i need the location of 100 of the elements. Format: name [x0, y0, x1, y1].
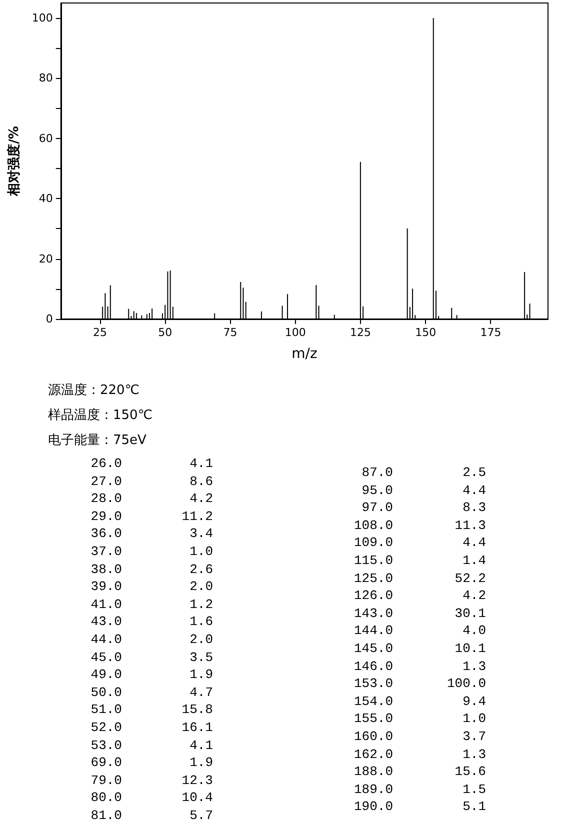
text: 11.2 [182, 508, 213, 525]
text: 80.0 [90, 790, 122, 806]
x-tick-label: 75 [223, 326, 238, 339]
text: 36.0 [90, 526, 122, 542]
text: 115.0 [354, 553, 393, 569]
text: 电子能量：75eV [48, 433, 147, 448]
text: 30.1 [454, 606, 486, 622]
text: 41.0 [90, 596, 122, 613]
text: 1.5 [462, 782, 486, 798]
text: 109.0 [354, 535, 393, 552]
text: 38.0 [90, 562, 122, 578]
y-tick-label: 0 [46, 312, 53, 326]
text: 9.4 [462, 694, 486, 710]
text: 4.2 [462, 588, 486, 604]
text: 108.0 [354, 518, 393, 534]
text: 4.4 [462, 482, 486, 499]
text: 1.4 [462, 553, 486, 569]
text: 15.8 [182, 702, 213, 718]
text: 51.0 [90, 702, 122, 718]
text: 153.0 [354, 676, 393, 692]
text: 12.3 [182, 772, 213, 789]
text: 4.1 [190, 456, 213, 472]
text: 1.0 [190, 544, 213, 560]
text: 143.0 [354, 606, 393, 622]
text: 10.1 [454, 641, 486, 657]
text: 50.0 [90, 684, 122, 701]
text: 188.0 [354, 764, 393, 780]
text: 1.3 [462, 658, 486, 675]
text: 3.5 [190, 650, 213, 666]
text: 27.0 [90, 474, 122, 490]
text: 4.0 [462, 623, 486, 640]
y-axis-title: 相对强度/% [6, 126, 22, 197]
x-tick-label: 25 [92, 326, 107, 339]
x-tick-label: 125 [350, 326, 371, 339]
text: 1.6 [190, 614, 213, 630]
y-tick-label: 60 [38, 132, 53, 145]
text: 52.0 [90, 720, 122, 736]
text: 155.0 [354, 711, 393, 728]
text: 44.0 [90, 632, 122, 648]
text: 4.7 [190, 684, 213, 701]
text: 81.0 [90, 808, 122, 824]
text: 3.4 [190, 526, 213, 542]
text: 29.0 [90, 508, 122, 525]
text: 16.1 [182, 720, 213, 736]
x-tick-label: 175 [480, 326, 502, 339]
y-tick-label: 100 [32, 12, 53, 25]
text: 4.4 [462, 535, 486, 552]
text: 53.0 [90, 738, 122, 754]
text: 100.0 [446, 676, 486, 692]
text: 样品温度：150℃ [48, 407, 152, 423]
text: 2.6 [190, 562, 213, 578]
text: 190.0 [354, 799, 393, 816]
text: 11.3 [454, 518, 486, 534]
text: 39.0 [90, 579, 122, 596]
text: 144.0 [354, 623, 393, 640]
text: 145.0 [354, 641, 393, 657]
text: 154.0 [354, 694, 393, 710]
text: 4.1 [190, 738, 213, 754]
text: 10.4 [182, 790, 213, 806]
text: 5.7 [190, 808, 213, 824]
text: 162.0 [354, 746, 393, 763]
text: 1.3 [462, 746, 486, 763]
text: 52.2 [454, 570, 486, 587]
text: 1.9 [190, 755, 213, 772]
text: 160.0 [354, 729, 393, 745]
y-tick-label: 20 [38, 252, 53, 266]
text: 189.0 [354, 782, 393, 798]
text: 2.0 [190, 632, 213, 648]
y-tick-label: 40 [38, 192, 53, 206]
text: 8.6 [190, 474, 213, 490]
text: 2.5 [462, 465, 486, 481]
x-tick-label: 50 [158, 326, 172, 339]
text: 1.2 [190, 596, 213, 613]
text: 3.7 [462, 729, 486, 745]
x-tick-label: 100 [284, 326, 306, 339]
text: 5.1 [462, 799, 486, 816]
text: 37.0 [90, 544, 122, 560]
x-tick-label: 150 [415, 326, 436, 339]
text: 源温度：220℃ [48, 382, 140, 398]
text: 126.0 [354, 588, 393, 604]
text: 79.0 [90, 772, 122, 789]
text: 97.0 [362, 500, 393, 516]
text: 95.0 [362, 482, 393, 499]
text: 28.0 [90, 491, 122, 508]
text: 2.0 [190, 579, 213, 596]
text: 146.0 [354, 658, 393, 675]
text: 4.2 [190, 491, 213, 508]
text: 1.9 [190, 667, 213, 684]
text: 26.0 [90, 456, 122, 472]
text: 49.0 [90, 667, 122, 684]
text: 1.0 [462, 711, 486, 728]
y-tick-label: 80 [38, 72, 53, 85]
text: 8.3 [462, 500, 486, 516]
text: 87.0 [362, 465, 393, 481]
x-axis-title: m/z [292, 346, 318, 362]
text: 125.0 [354, 570, 393, 587]
text: 45.0 [90, 650, 122, 666]
text: 43.0 [90, 614, 122, 630]
text: 69.0 [90, 755, 122, 772]
text: 15.6 [454, 764, 486, 780]
